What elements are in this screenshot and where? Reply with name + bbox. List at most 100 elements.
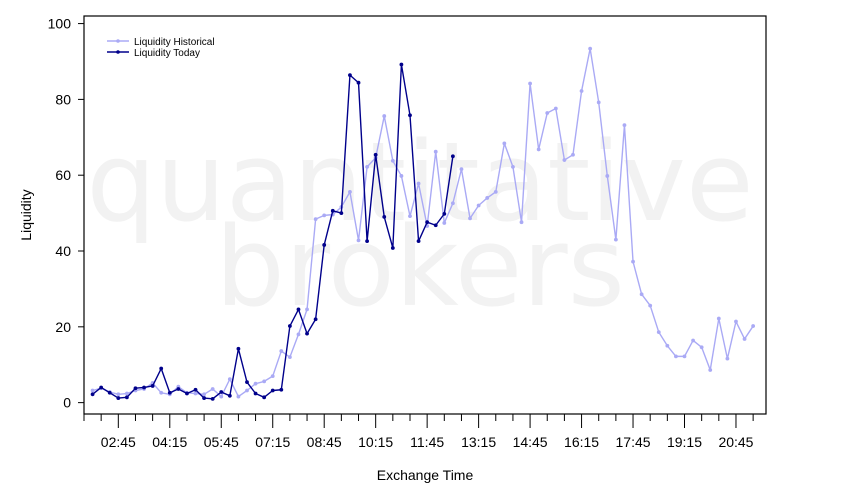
data-point xyxy=(262,395,267,400)
data-point xyxy=(287,355,292,360)
data-point xyxy=(390,158,395,163)
data-point xyxy=(219,394,224,399)
data-point xyxy=(716,316,721,321)
data-point xyxy=(227,377,232,382)
data-point xyxy=(90,388,95,393)
data-point xyxy=(682,354,687,359)
data-point xyxy=(142,385,146,390)
watermark: quantitative brokers xyxy=(86,118,753,331)
data-point xyxy=(356,238,361,243)
data-point xyxy=(699,345,704,350)
data-point xyxy=(656,330,661,335)
data-point xyxy=(124,395,129,400)
data-point xyxy=(674,354,678,359)
data-point xyxy=(373,152,378,157)
x-tick-label: 10:15 xyxy=(358,434,393,450)
x-tick-label: 17:45 xyxy=(616,434,651,450)
data-point xyxy=(279,387,284,392)
x-tick-label: 11:45 xyxy=(410,434,444,450)
data-point xyxy=(476,203,481,208)
data-point xyxy=(348,189,352,194)
data-point xyxy=(751,324,756,328)
data-point xyxy=(210,387,215,391)
data-point xyxy=(708,368,713,372)
data-point xyxy=(270,388,275,393)
data-point xyxy=(511,164,515,169)
data-point xyxy=(665,343,670,348)
data-point xyxy=(313,317,318,322)
data-point xyxy=(390,246,395,250)
data-point xyxy=(528,81,532,86)
data-point xyxy=(485,196,490,200)
data-point xyxy=(459,167,464,172)
legend: Liquidity Historical Liquidity Today xyxy=(107,37,215,59)
x-tick-label: 20:45 xyxy=(718,434,753,450)
data-point xyxy=(90,392,95,397)
data-point xyxy=(159,366,164,371)
data-point xyxy=(579,89,584,93)
y-axis-title: Liquidity xyxy=(18,189,34,240)
data-point xyxy=(450,154,455,159)
data-point xyxy=(545,111,550,115)
data-point xyxy=(416,239,421,244)
data-point xyxy=(176,387,181,391)
data-point xyxy=(167,390,172,395)
x-tick-label: 07:15 xyxy=(255,434,290,450)
data-point xyxy=(365,164,369,169)
data-point xyxy=(588,46,593,51)
y-tick-label: 20 xyxy=(55,319,71,335)
data-point xyxy=(399,62,404,67)
x-tick-label: 04:15 xyxy=(152,434,187,450)
data-point xyxy=(193,387,198,392)
data-point xyxy=(202,396,207,400)
data-point xyxy=(399,174,404,178)
data-point xyxy=(648,303,653,308)
data-point xyxy=(245,388,249,393)
data-point xyxy=(236,346,241,351)
data-point xyxy=(322,213,327,218)
data-point xyxy=(691,338,695,343)
y-tick-label: 60 xyxy=(55,167,71,183)
legend-label-historical: Liquidity Historical xyxy=(134,37,215,48)
data-point xyxy=(339,211,344,216)
data-point xyxy=(631,259,635,264)
y-tick-label: 100 xyxy=(48,16,72,32)
x-tick-label: 08:45 xyxy=(307,434,342,450)
data-point xyxy=(202,392,207,397)
data-point xyxy=(553,106,558,111)
data-point xyxy=(185,391,189,396)
data-point xyxy=(348,73,352,78)
data-point xyxy=(253,391,258,396)
x-tick-label: 19:15 xyxy=(667,434,702,450)
data-point xyxy=(571,152,575,157)
data-point xyxy=(116,396,121,400)
data-point xyxy=(613,237,618,242)
series-layer xyxy=(90,46,756,401)
data-point xyxy=(493,189,498,194)
x-tick-label: 05:45 xyxy=(204,434,239,450)
data-point xyxy=(287,324,292,328)
data-point xyxy=(433,223,438,228)
data-point xyxy=(124,391,129,396)
data-point xyxy=(296,307,301,312)
data-point xyxy=(502,141,507,146)
data-point xyxy=(425,220,430,225)
data-point xyxy=(468,216,472,221)
data-point xyxy=(356,80,361,85)
data-point xyxy=(433,149,438,154)
watermark-line-1: quantitative xyxy=(86,118,753,246)
data-point xyxy=(279,349,284,353)
data-point xyxy=(562,158,567,162)
data-point xyxy=(536,147,541,152)
data-point xyxy=(330,208,335,213)
x-axis: 02:45 04:15 05:45 07:15 08:45 10:15 11:45 13:15… xyxy=(83,414,754,450)
legend-marker-today xyxy=(116,50,120,54)
data-point xyxy=(416,181,421,186)
y-tick-label: 80 xyxy=(55,91,71,107)
data-point xyxy=(605,174,610,178)
data-point xyxy=(313,217,318,222)
data-point xyxy=(305,307,309,312)
data-point xyxy=(107,390,112,395)
data-point xyxy=(519,220,524,225)
